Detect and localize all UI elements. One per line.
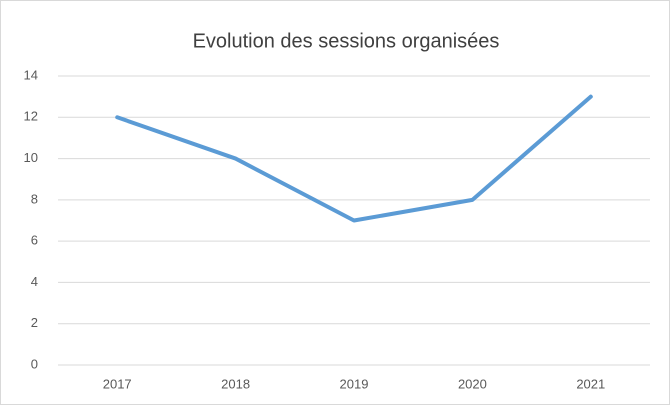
y-tick-label: 6	[31, 233, 38, 248]
x-tick-label: 2021	[576, 376, 605, 391]
y-tick-label: 4	[31, 274, 38, 289]
x-tick-label: 2018	[221, 376, 250, 391]
y-tick-label: 12	[24, 109, 38, 124]
y-tick-label: 10	[24, 150, 38, 165]
x-tick-label: 2017	[103, 376, 132, 391]
data-line	[115, 94, 593, 223]
x-tick-label: 2020	[458, 376, 487, 391]
y-tick-label: 0	[31, 356, 38, 371]
chart-title: Evolution des sessions organisées	[193, 30, 500, 52]
y-tick-label: 14	[24, 67, 38, 82]
y-tick-label: 8	[31, 191, 38, 206]
x-tick-label: 2019	[340, 376, 369, 391]
y-tick-label: 2	[31, 315, 38, 330]
